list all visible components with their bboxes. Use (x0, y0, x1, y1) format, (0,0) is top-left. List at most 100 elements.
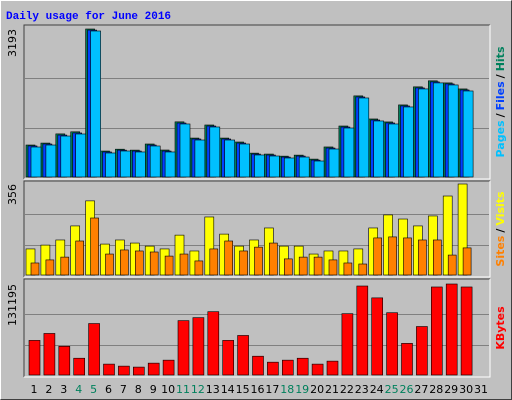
bar (442, 195, 453, 276)
x-tick-label: 15 (236, 383, 250, 396)
panel-highlight (24, 25, 491, 180)
x-tick-label: 11 (176, 383, 190, 396)
legend-separator: / (494, 73, 507, 78)
panel-shadow (23, 24, 490, 179)
x-tick-label: 8 (135, 383, 142, 396)
bar (237, 335, 249, 376)
bar (90, 217, 99, 276)
bar (164, 255, 174, 276)
x-tick-label: 29 (444, 383, 458, 396)
x-tick-label: 13 (206, 383, 220, 396)
bar (162, 359, 175, 376)
bar (328, 148, 340, 178)
legend: Pages/Files/Hits (494, 46, 507, 157)
bar (133, 366, 145, 376)
bar (194, 139, 206, 178)
bar (326, 360, 339, 376)
bar (462, 90, 474, 178)
bar (388, 236, 397, 276)
x-tick-label: 26 (400, 383, 414, 396)
bar (343, 127, 355, 178)
bar (179, 123, 191, 178)
bar (25, 248, 36, 276)
legend-entry: Files (494, 81, 507, 111)
x-tick-label: 27 (414, 383, 428, 396)
panel-highlight (24, 181, 491, 278)
bar (313, 256, 323, 276)
bar (353, 248, 364, 276)
bar (120, 150, 131, 178)
x-tick-label: 5 (90, 383, 97, 396)
bar (90, 30, 101, 178)
bar (432, 82, 444, 178)
legend-separator: / (494, 112, 507, 117)
x-tick-label: 25 (385, 383, 399, 396)
bar (118, 365, 130, 376)
bar (179, 253, 189, 276)
bar (207, 311, 220, 376)
x-tick-label: 21 (325, 383, 339, 396)
bar (120, 249, 129, 276)
bar (296, 357, 309, 376)
bar (418, 88, 429, 178)
legend: Sites / Visits (494, 191, 507, 267)
bar (403, 237, 412, 276)
bar (283, 157, 295, 178)
bar (457, 183, 468, 276)
x-tick-label: 12 (191, 383, 205, 396)
bar (418, 239, 427, 276)
bar (269, 242, 278, 276)
bar (30, 146, 42, 178)
bar (103, 363, 115, 376)
bar (135, 250, 144, 276)
legend-entry: KBytes (494, 306, 507, 350)
bar (209, 126, 221, 178)
bar (164, 151, 176, 178)
chart-title: Daily usage for June 2016 (6, 11, 171, 23)
bar (416, 326, 428, 376)
x-tick-label: 1 (31, 383, 38, 396)
bar (373, 120, 385, 178)
bar (222, 340, 234, 376)
x-tick-label: 31 (474, 383, 488, 396)
bar (311, 363, 324, 376)
bar (105, 253, 114, 276)
panel-shadow (23, 278, 490, 377)
bar (58, 345, 71, 376)
bar (432, 239, 442, 276)
bar (75, 240, 84, 276)
panel-highlight (24, 279, 491, 378)
bar (209, 248, 219, 276)
x-tick-label: 17 (265, 383, 279, 396)
x-tick-label: 3 (60, 383, 67, 396)
legend-entry: Pages (494, 120, 507, 158)
bar (75, 133, 86, 178)
bar (192, 317, 205, 376)
bar (328, 259, 338, 276)
bar (373, 237, 383, 276)
x-tick-label: 18 (280, 383, 294, 396)
bar (371, 297, 384, 376)
bar (239, 250, 248, 276)
bar (43, 333, 56, 376)
x-tick-label: 6 (105, 383, 112, 396)
bar (343, 262, 353, 276)
bar (45, 259, 55, 276)
bar (149, 251, 159, 276)
panel-shadow (23, 180, 490, 277)
bar (254, 154, 265, 178)
bar (358, 263, 368, 276)
bar (313, 160, 325, 178)
legend: KBytes (494, 306, 507, 350)
x-tick-label: 7 (120, 383, 127, 396)
y-tick-label: 131195 (6, 284, 19, 326)
legend-separator: / (494, 228, 507, 233)
bar (267, 361, 279, 376)
bar (88, 323, 100, 376)
x-tick-label: 10 (161, 383, 175, 396)
bar (135, 151, 146, 178)
legend-entry: Sites (494, 235, 507, 266)
bar (73, 357, 85, 376)
